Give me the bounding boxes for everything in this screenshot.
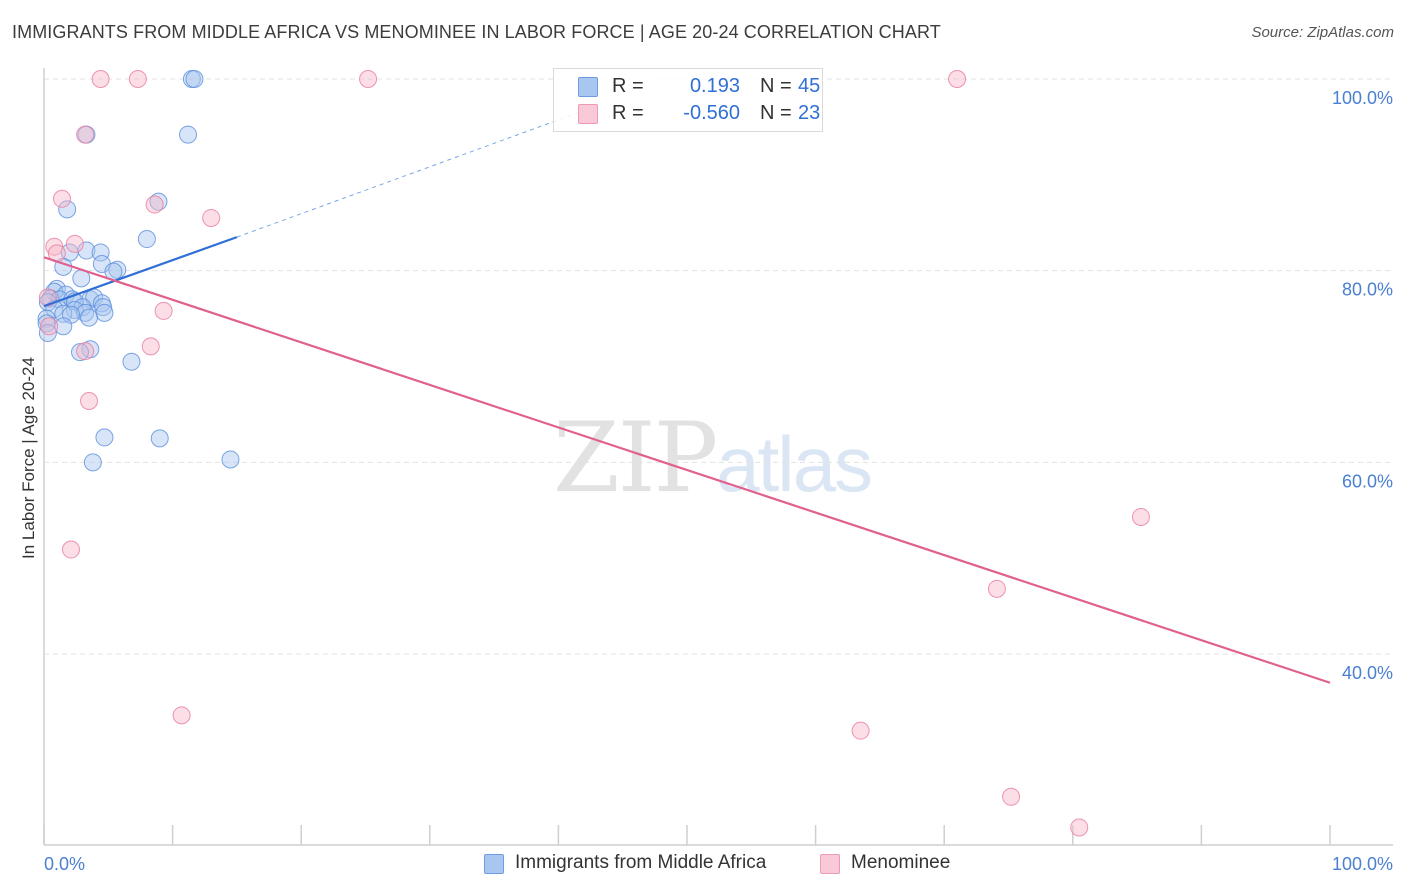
- point-immigrants: [91, 243, 110, 262]
- point-immigrants: [58, 200, 77, 219]
- point-immigrants: [137, 230, 156, 249]
- point-menominee: [91, 70, 110, 88]
- point-immigrants: [94, 298, 113, 317]
- y-tick-label: 40.0%: [1342, 663, 1393, 683]
- point-immigrants: [38, 323, 57, 342]
- point-menominee: [359, 70, 378, 88]
- point-immigrants: [221, 450, 240, 469]
- point-menominee: [145, 195, 164, 214]
- legend-r-label: R =: [612, 102, 644, 124]
- point-menominee: [1131, 507, 1150, 526]
- point-immigrants: [179, 125, 198, 144]
- point-immigrants: [80, 308, 99, 327]
- point-menominee: [141, 337, 160, 356]
- y-tick-label: 80.0%: [1342, 280, 1393, 300]
- legend-n-label: N =: [760, 102, 792, 124]
- legend-swatch-menominee: [578, 104, 598, 124]
- legend-n-value: 45: [798, 75, 821, 97]
- y-tick-label: 100.0%: [1332, 88, 1393, 108]
- legend-n-label: N =: [760, 75, 792, 97]
- point-immigrants: [54, 304, 73, 323]
- bottom-legend-label-immigrants: Immigrants from Middle Africa: [515, 852, 767, 873]
- point-menominee: [62, 540, 81, 559]
- point-menominee: [1070, 818, 1089, 837]
- y-tick-label: 60.0%: [1342, 471, 1393, 491]
- point-menominee: [1002, 787, 1021, 806]
- point-menominee: [38, 288, 57, 307]
- bottom-legend-swatch-menominee: [820, 854, 840, 874]
- trendline-menominee: [43, 256, 1331, 684]
- legend-n-value: 23: [798, 102, 821, 124]
- point-immigrants: [150, 429, 169, 448]
- trendline-immigrants: [43, 236, 238, 308]
- point-menominee: [65, 234, 84, 253]
- point-menominee: [76, 342, 95, 361]
- source-label: Source: ZipAtlas.com: [1251, 24, 1394, 41]
- point-immigrants: [83, 453, 102, 472]
- point-menominee: [987, 579, 1006, 598]
- correlation-legend: R = 0.193 N = 45 R = -0.560 N = 23: [553, 68, 823, 132]
- point-menominee: [128, 70, 147, 88]
- chart-title: IMMIGRANTS FROM MIDDLE AFRICA VS MENOMIN…: [12, 22, 941, 42]
- x-tick-label: 0.0%: [44, 854, 85, 874]
- point-immigrants: [185, 70, 204, 88]
- point-immigrants: [71, 343, 90, 362]
- point-menominee: [76, 125, 95, 144]
- point-immigrants: [54, 317, 73, 336]
- point-immigrants: [122, 352, 141, 371]
- point-menominee: [172, 706, 191, 725]
- point-menominee: [851, 721, 870, 740]
- legend-r-value: 0.193: [689, 75, 740, 97]
- bottom-legend-swatch-immigrants: [484, 854, 504, 874]
- legend-swatch-immigrants: [578, 77, 598, 97]
- point-menominee: [53, 189, 72, 208]
- point-menominee: [40, 317, 59, 336]
- x-tick-label: 100.0%: [1332, 854, 1393, 874]
- point-menominee: [202, 208, 221, 227]
- legend-r-label: R =: [612, 75, 644, 97]
- bottom-legend-label-menominee: Menominee: [851, 852, 951, 873]
- watermark-atlas: atlas: [716, 420, 873, 508]
- point-immigrants: [50, 290, 69, 309]
- point-immigrants: [95, 428, 114, 447]
- watermark: ZIPatlas: [553, 402, 873, 514]
- point-menominee: [154, 301, 173, 320]
- legend-r-value: -0.560: [683, 102, 740, 124]
- watermark-zip: ZIP: [553, 402, 718, 514]
- trendline-immigrants-extension: [236, 105, 598, 238]
- point-immigrants: [95, 303, 114, 322]
- point-menominee: [80, 392, 99, 410]
- point-menominee: [948, 70, 967, 88]
